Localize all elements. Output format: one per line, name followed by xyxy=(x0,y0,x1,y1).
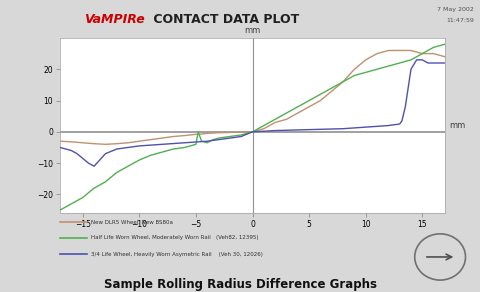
Text: 7 May 2002: 7 May 2002 xyxy=(436,7,473,12)
Text: VaMPIRe: VaMPIRe xyxy=(84,13,144,26)
Text: 11:47:59: 11:47:59 xyxy=(445,18,473,22)
Text: 3/4 Life Wheel, Heavily Worn Asymetric Rail    (Veh 30, 12026): 3/4 Life Wheel, Heavily Worn Asymetric R… xyxy=(91,251,263,257)
Text: mm: mm xyxy=(244,26,260,35)
Text: mm: mm xyxy=(448,121,464,130)
Text: CONTACT DATA PLOT: CONTACT DATA PLOT xyxy=(149,13,299,26)
Text: Sample Rolling Radius Difference Graphs: Sample Rolling Radius Difference Graphs xyxy=(104,277,376,291)
Text: New DLR5 Wheel, New BS80a: New DLR5 Wheel, New BS80a xyxy=(91,219,173,225)
Text: Half Life Worn Wheel, Moderately Worn Rail   (Veh82, 12395): Half Life Worn Wheel, Moderately Worn Ra… xyxy=(91,235,258,241)
